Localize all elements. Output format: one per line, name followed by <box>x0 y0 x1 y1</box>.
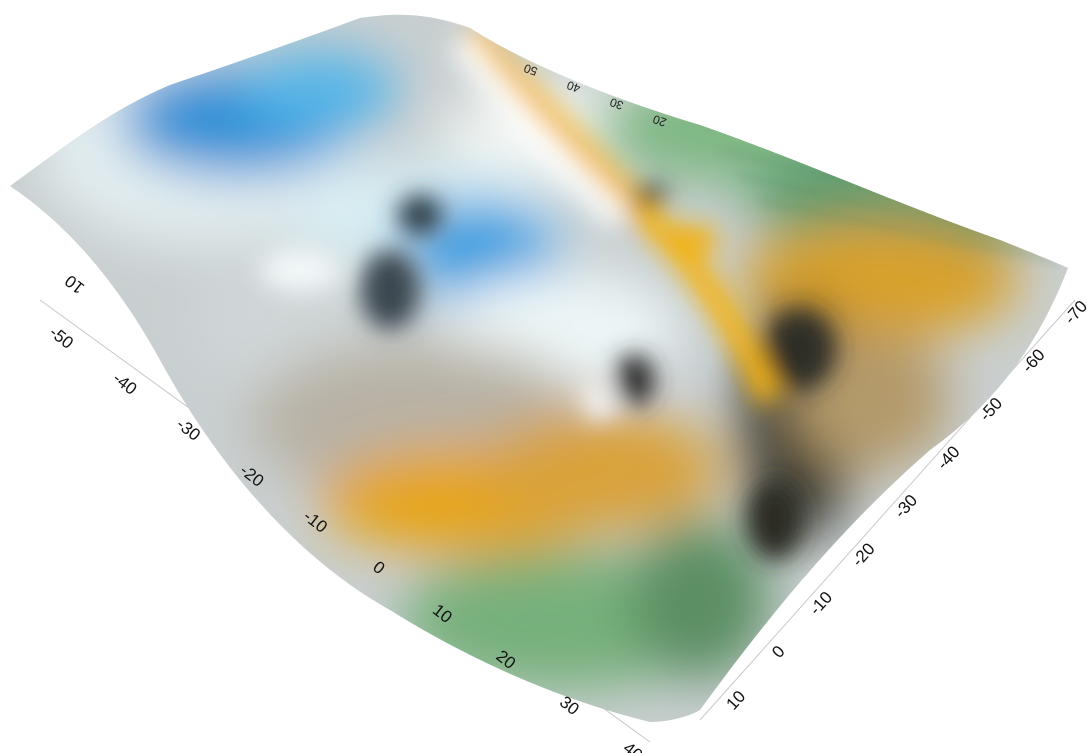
front-right-tick-minus-40: -40 <box>933 442 964 473</box>
front-left-tick-minus-40: -40 <box>109 369 140 399</box>
front-right-tick-minus-20: -20 <box>848 539 879 570</box>
far-tick-20: 20 <box>651 112 669 130</box>
front-left-tick-minus-50: -50 <box>46 323 77 353</box>
surface-ridge-details <box>260 21 835 560</box>
far-tick-40: 40 <box>565 78 583 96</box>
left-axis-top-ticks: 10 <box>61 271 88 298</box>
left-top-tick-10: 10 <box>61 271 88 298</box>
front-right-tick-0: 0 <box>768 642 788 662</box>
far-tick-50: 50 <box>522 61 540 79</box>
front-right-tick-minus-70: -70 <box>1061 297 1088 328</box>
front-right-tick-minus-10: -10 <box>806 588 837 619</box>
front-left-tick-40: 40 <box>620 738 647 753</box>
front-right-tick-minus-30: -30 <box>891 491 922 522</box>
far-axis-ticks: 50 40 30 20 <box>522 61 669 130</box>
far-tick-30: 30 <box>608 95 626 113</box>
